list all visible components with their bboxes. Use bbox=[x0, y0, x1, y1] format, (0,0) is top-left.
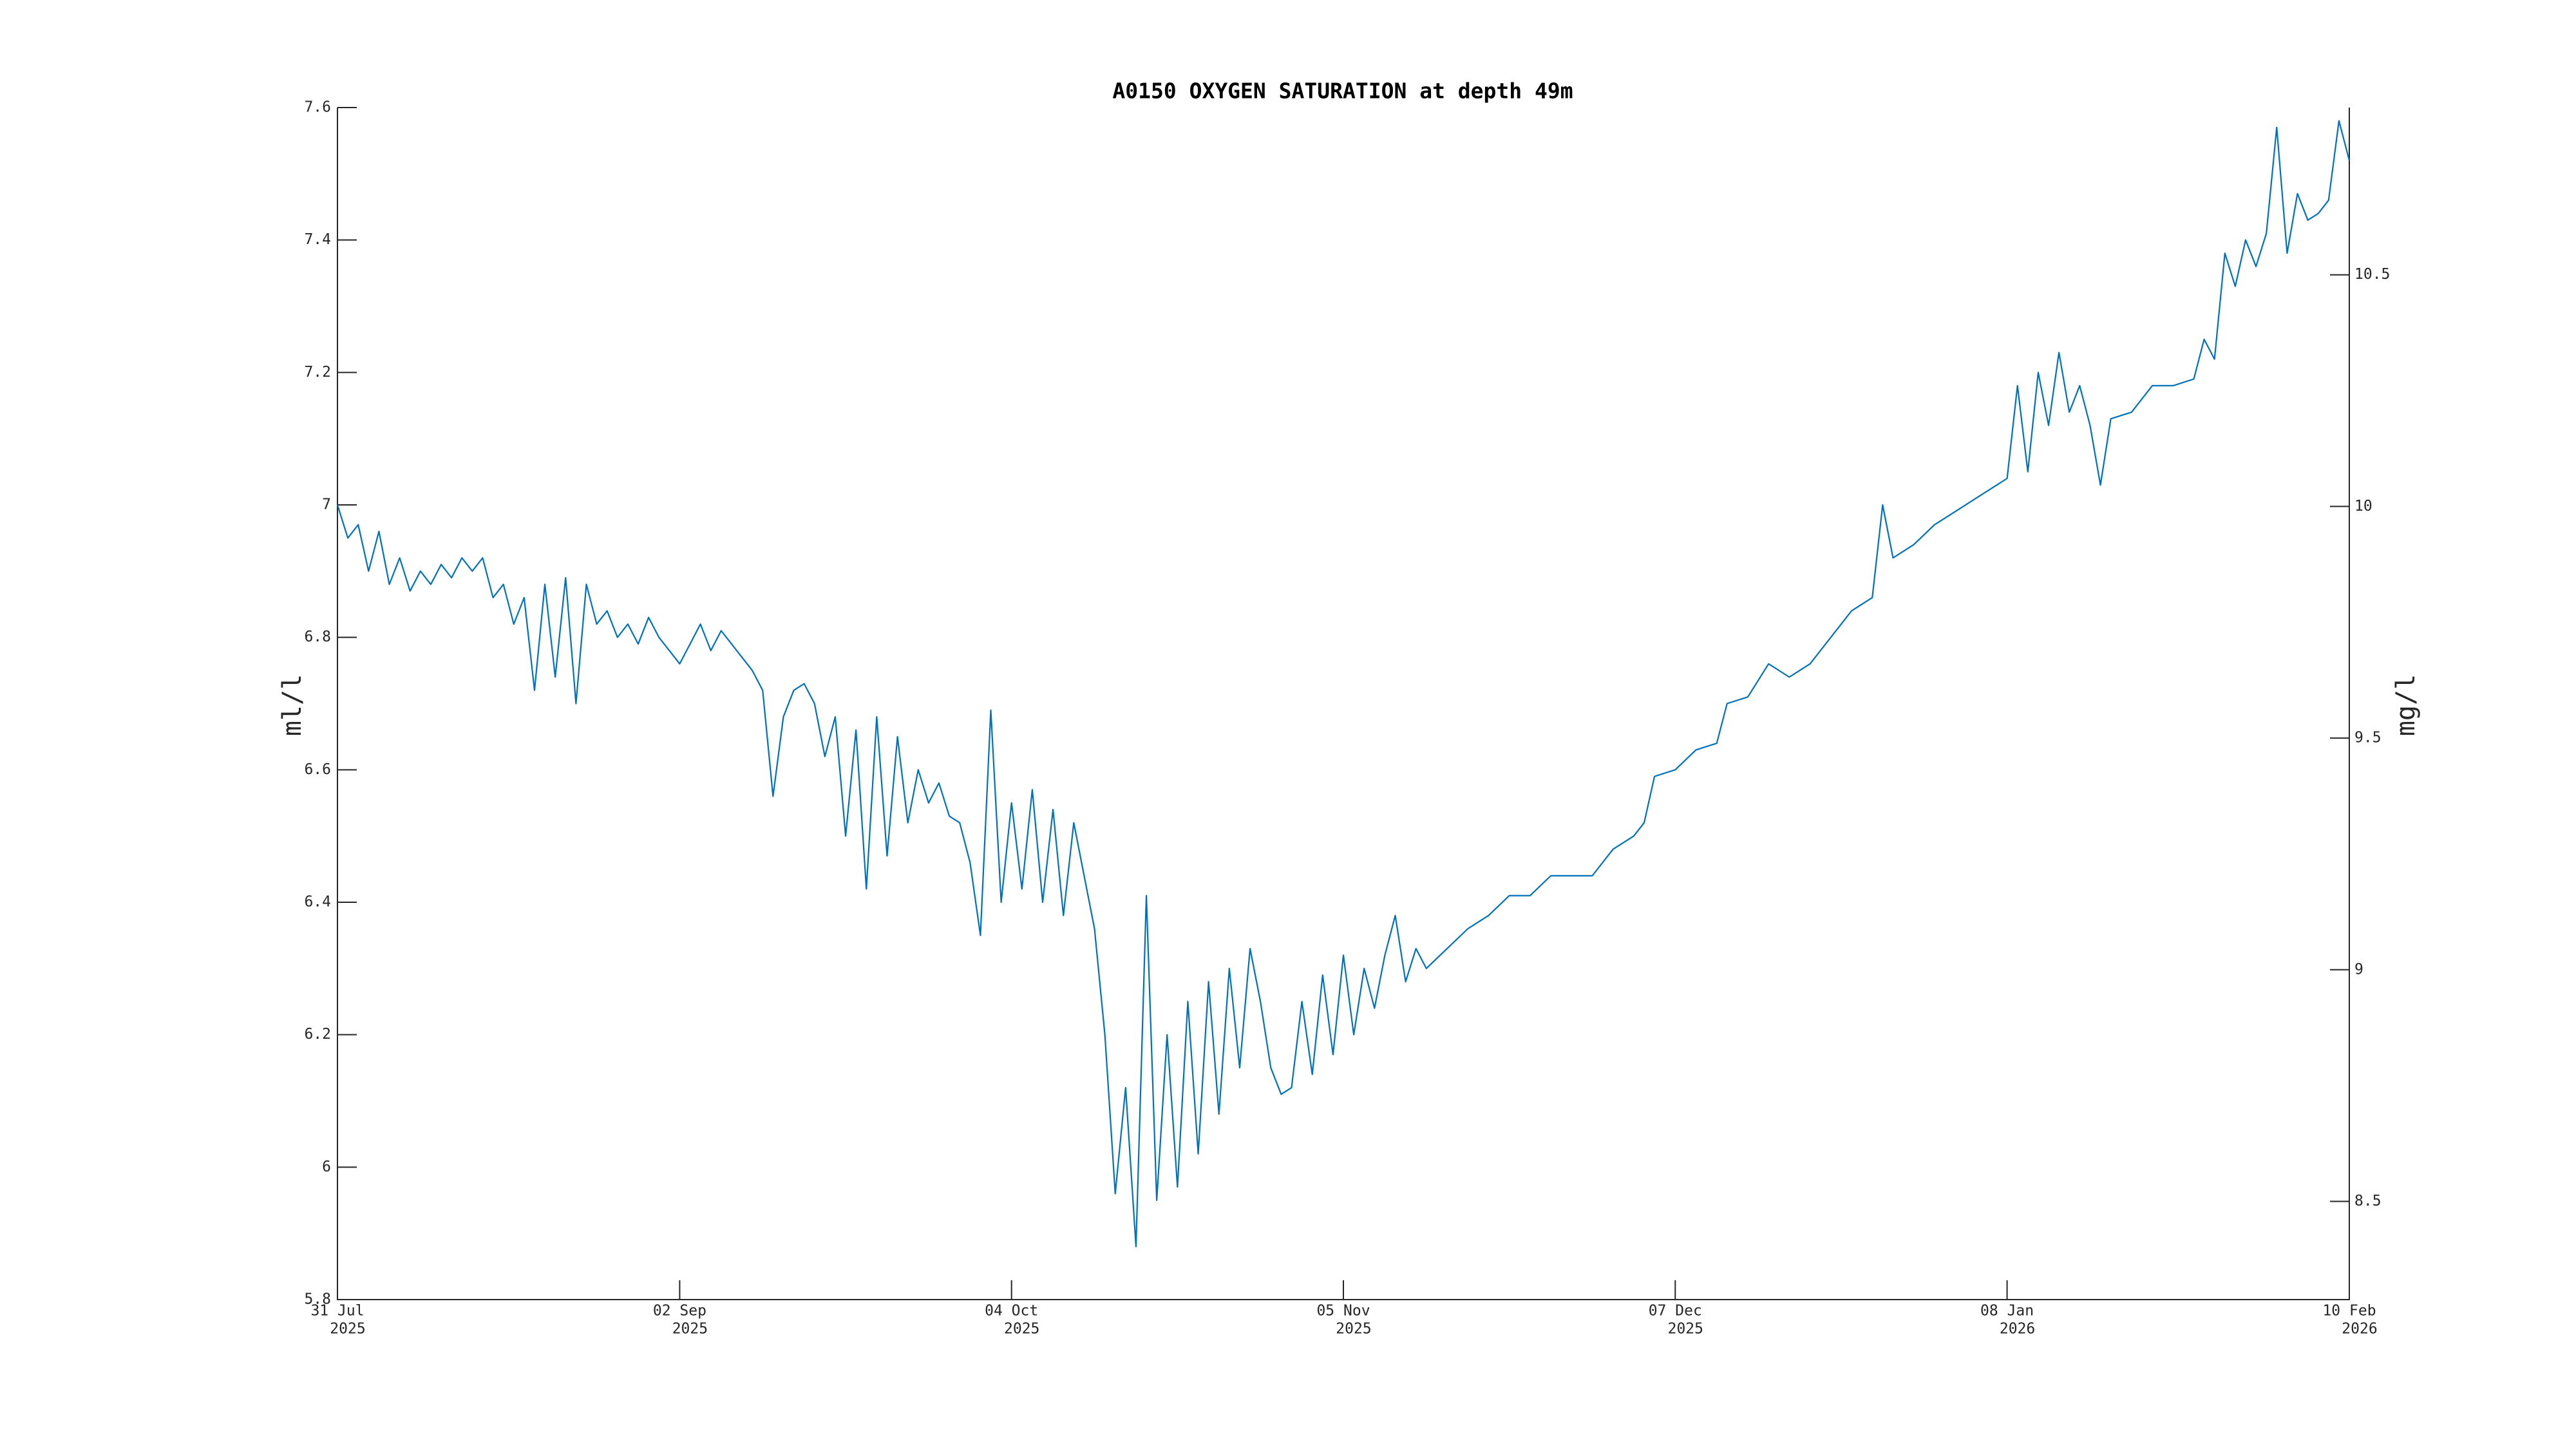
y-tick-label: 7 bbox=[322, 497, 331, 513]
data-line bbox=[336, 120, 2351, 1247]
y-tick-label: 7.2 bbox=[304, 364, 331, 381]
x-tick-label: 10 Feb bbox=[2322, 1303, 2376, 1320]
y-tick-label: 6.8 bbox=[304, 629, 331, 645]
y-axis-title: ml/l bbox=[278, 674, 307, 736]
x-tick-label: 2025 bbox=[1336, 1321, 1371, 1338]
x-tick-label: 2025 bbox=[330, 1321, 365, 1338]
y2-tick-label: 9.5 bbox=[2354, 730, 2382, 746]
y2-tick-label: 9 bbox=[2354, 961, 2363, 978]
y-tick-label: 5.8 bbox=[304, 1291, 331, 1308]
x-tick-label: 2026 bbox=[2000, 1321, 2035, 1338]
x-tick-label: 2026 bbox=[2342, 1321, 2377, 1338]
y-tick-label: 6 bbox=[322, 1159, 331, 1175]
y2-tick-label: 10 bbox=[2354, 498, 2372, 515]
x-tick-label: 2025 bbox=[1004, 1321, 1039, 1338]
x-tick-label: 2025 bbox=[672, 1321, 708, 1338]
y-tick-label: 6.4 bbox=[304, 894, 331, 911]
x-tick-label: 08 Jan bbox=[1980, 1303, 2034, 1320]
x-tick-label: 02 Sep bbox=[653, 1303, 706, 1320]
x-tick-label: 2025 bbox=[1668, 1321, 1703, 1338]
y2-tick-label: 8.5 bbox=[2354, 1193, 2382, 1209]
y2-axis-title: mg/l bbox=[2391, 674, 2421, 736]
y-tick-label: 6.2 bbox=[304, 1026, 331, 1043]
x-tick-label: 31 Jul bbox=[310, 1303, 364, 1320]
y-tick-label: 7.6 bbox=[304, 99, 331, 116]
y-tick-label: 7.4 bbox=[304, 231, 331, 248]
x-tick-label: 07 Dec bbox=[1649, 1303, 1702, 1320]
x-tick-label: 04 Oct bbox=[985, 1303, 1038, 1320]
chart-title: A0150 OXYGEN SATURATION at depth 49m bbox=[1112, 79, 1573, 104]
y-tick-label: 6.6 bbox=[304, 761, 331, 778]
y2-tick-label: 10.5 bbox=[2354, 266, 2390, 283]
x-tick-label: 05 Nov bbox=[1316, 1303, 1370, 1320]
